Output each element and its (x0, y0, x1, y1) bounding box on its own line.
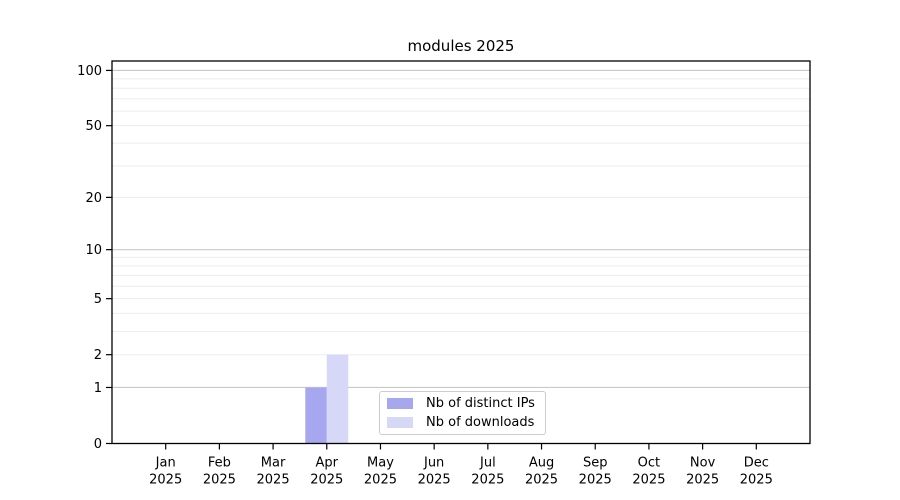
y-tick-label: 0 (94, 437, 102, 452)
y-tick-label: 100 (77, 64, 102, 79)
y-tick-label: 5 (94, 292, 102, 307)
legend-item-distinct-ips: Nb of distinct IPs (387, 396, 537, 411)
x-tick-label-year: 2025 (257, 473, 290, 488)
legend: Nb of distinct IPs Nb of downloads (379, 391, 546, 435)
legend-swatch-distinct-ips (387, 398, 413, 409)
x-tick-label-month: Sep (583, 456, 608, 471)
x-tick-label-month: Jul (479, 456, 496, 471)
bar-nb-of-distinct-ips-apr (305, 387, 327, 444)
chart-title: modules 2025 (407, 37, 515, 55)
x-tick-label-month: Oct (638, 456, 660, 471)
x-tick-label-month: Jan (155, 456, 176, 471)
x-tick-label-year: 2025 (579, 473, 612, 488)
plot-border (111, 60, 811, 445)
x-tick-label-month: May (367, 456, 394, 471)
legend-label-distinct-ips: Nb of distinct IPs (426, 396, 535, 411)
plot-background (112, 61, 810, 444)
x-tick-label-month: Jun (423, 456, 444, 471)
x-tick-label-month: Nov (690, 456, 716, 471)
y-tick-label: 1 (94, 381, 102, 396)
legend-label-downloads: Nb of downloads (426, 415, 535, 430)
x-tick-label-year: 2025 (686, 473, 719, 488)
x-tick-label-month: Mar (261, 456, 286, 471)
x-tick-label-month: Feb (208, 456, 231, 471)
x-tick-label-year: 2025 (203, 473, 236, 488)
y-tick-label: 20 (85, 191, 102, 206)
x-tick-label-year: 2025 (310, 473, 343, 488)
y-tick-label: 10 (85, 243, 102, 258)
x-tick-label-year: 2025 (418, 473, 451, 488)
legend-swatch-downloads (387, 417, 413, 428)
bar-nb-of-downloads-apr (326, 354, 349, 444)
legend-item-downloads: Nb of downloads (387, 415, 537, 430)
x-tick-label-month: Dec (744, 456, 769, 471)
x-tick-label-year: 2025 (471, 473, 504, 488)
x-tick-label-year: 2025 (740, 473, 773, 488)
x-tick-label-year: 2025 (364, 473, 397, 488)
y-tick-label: 50 (85, 119, 102, 134)
x-tick-label-month: Apr (316, 456, 339, 471)
x-tick-label-year: 2025 (525, 473, 558, 488)
x-tick-label-year: 2025 (632, 473, 665, 488)
y-tick-label: 2 (94, 348, 102, 363)
x-tick-label-month: Aug (529, 456, 554, 471)
x-tick-label-year: 2025 (149, 473, 182, 488)
